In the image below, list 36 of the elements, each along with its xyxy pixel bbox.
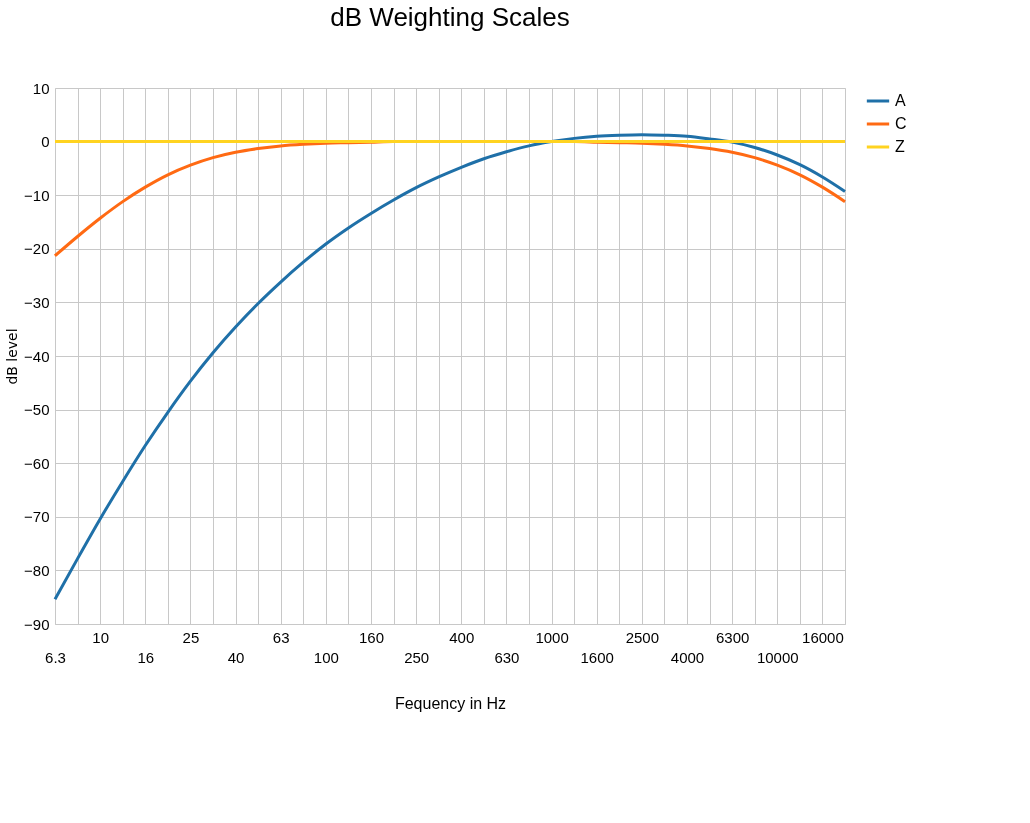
legend-label: A [895,92,906,109]
y-tick-label: −20 [24,240,50,258]
y-tick-label: −70 [24,508,50,526]
x-tick-label: 160 [358,628,385,646]
y-tick-label: −80 [24,561,50,579]
y-tick-label: −30 [24,293,50,311]
legend-label: C [895,115,907,132]
y-axis-title: dB level [4,328,21,385]
x-tick-label: 63 [272,628,290,646]
x-axis-title: Fequency in Hz [394,694,507,712]
x-tick-label: 100 [313,648,339,666]
x-tick-label: 6300 [715,628,750,646]
y-tick-label: −40 [24,347,50,365]
x-tick-label: 2500 [625,628,660,646]
y-tick-label: −90 [24,615,50,633]
chart-title: dB Weighting Scales [330,2,570,32]
x-tick-label: 4000 [670,648,705,666]
x-tick-label: 10000 [756,648,799,666]
x-tick-label: 630 [494,648,520,666]
x-tick-label: 1600 [580,648,614,666]
y-tick-label: −50 [24,401,50,419]
x-tick-label: 400 [449,628,475,646]
x-tick-label: 40 [227,648,245,666]
x-tick-label: 10 [92,628,109,646]
x-tick-label: 250 [404,648,430,666]
y-tick-label: −10 [24,186,50,204]
x-tick-label: 16000 [802,628,844,646]
x-tick-label: 16 [137,648,155,666]
x-tick-label: 1000 [535,628,569,646]
y-tick-label: 10 [32,79,50,97]
legend-label: Z [895,138,905,155]
y-tick-label: −60 [24,454,50,472]
x-tick-label: 6.3 [45,648,66,666]
x-tick-label: 25 [182,628,200,646]
line-series [53,133,847,601]
y-tick-label: 0 [41,133,50,151]
